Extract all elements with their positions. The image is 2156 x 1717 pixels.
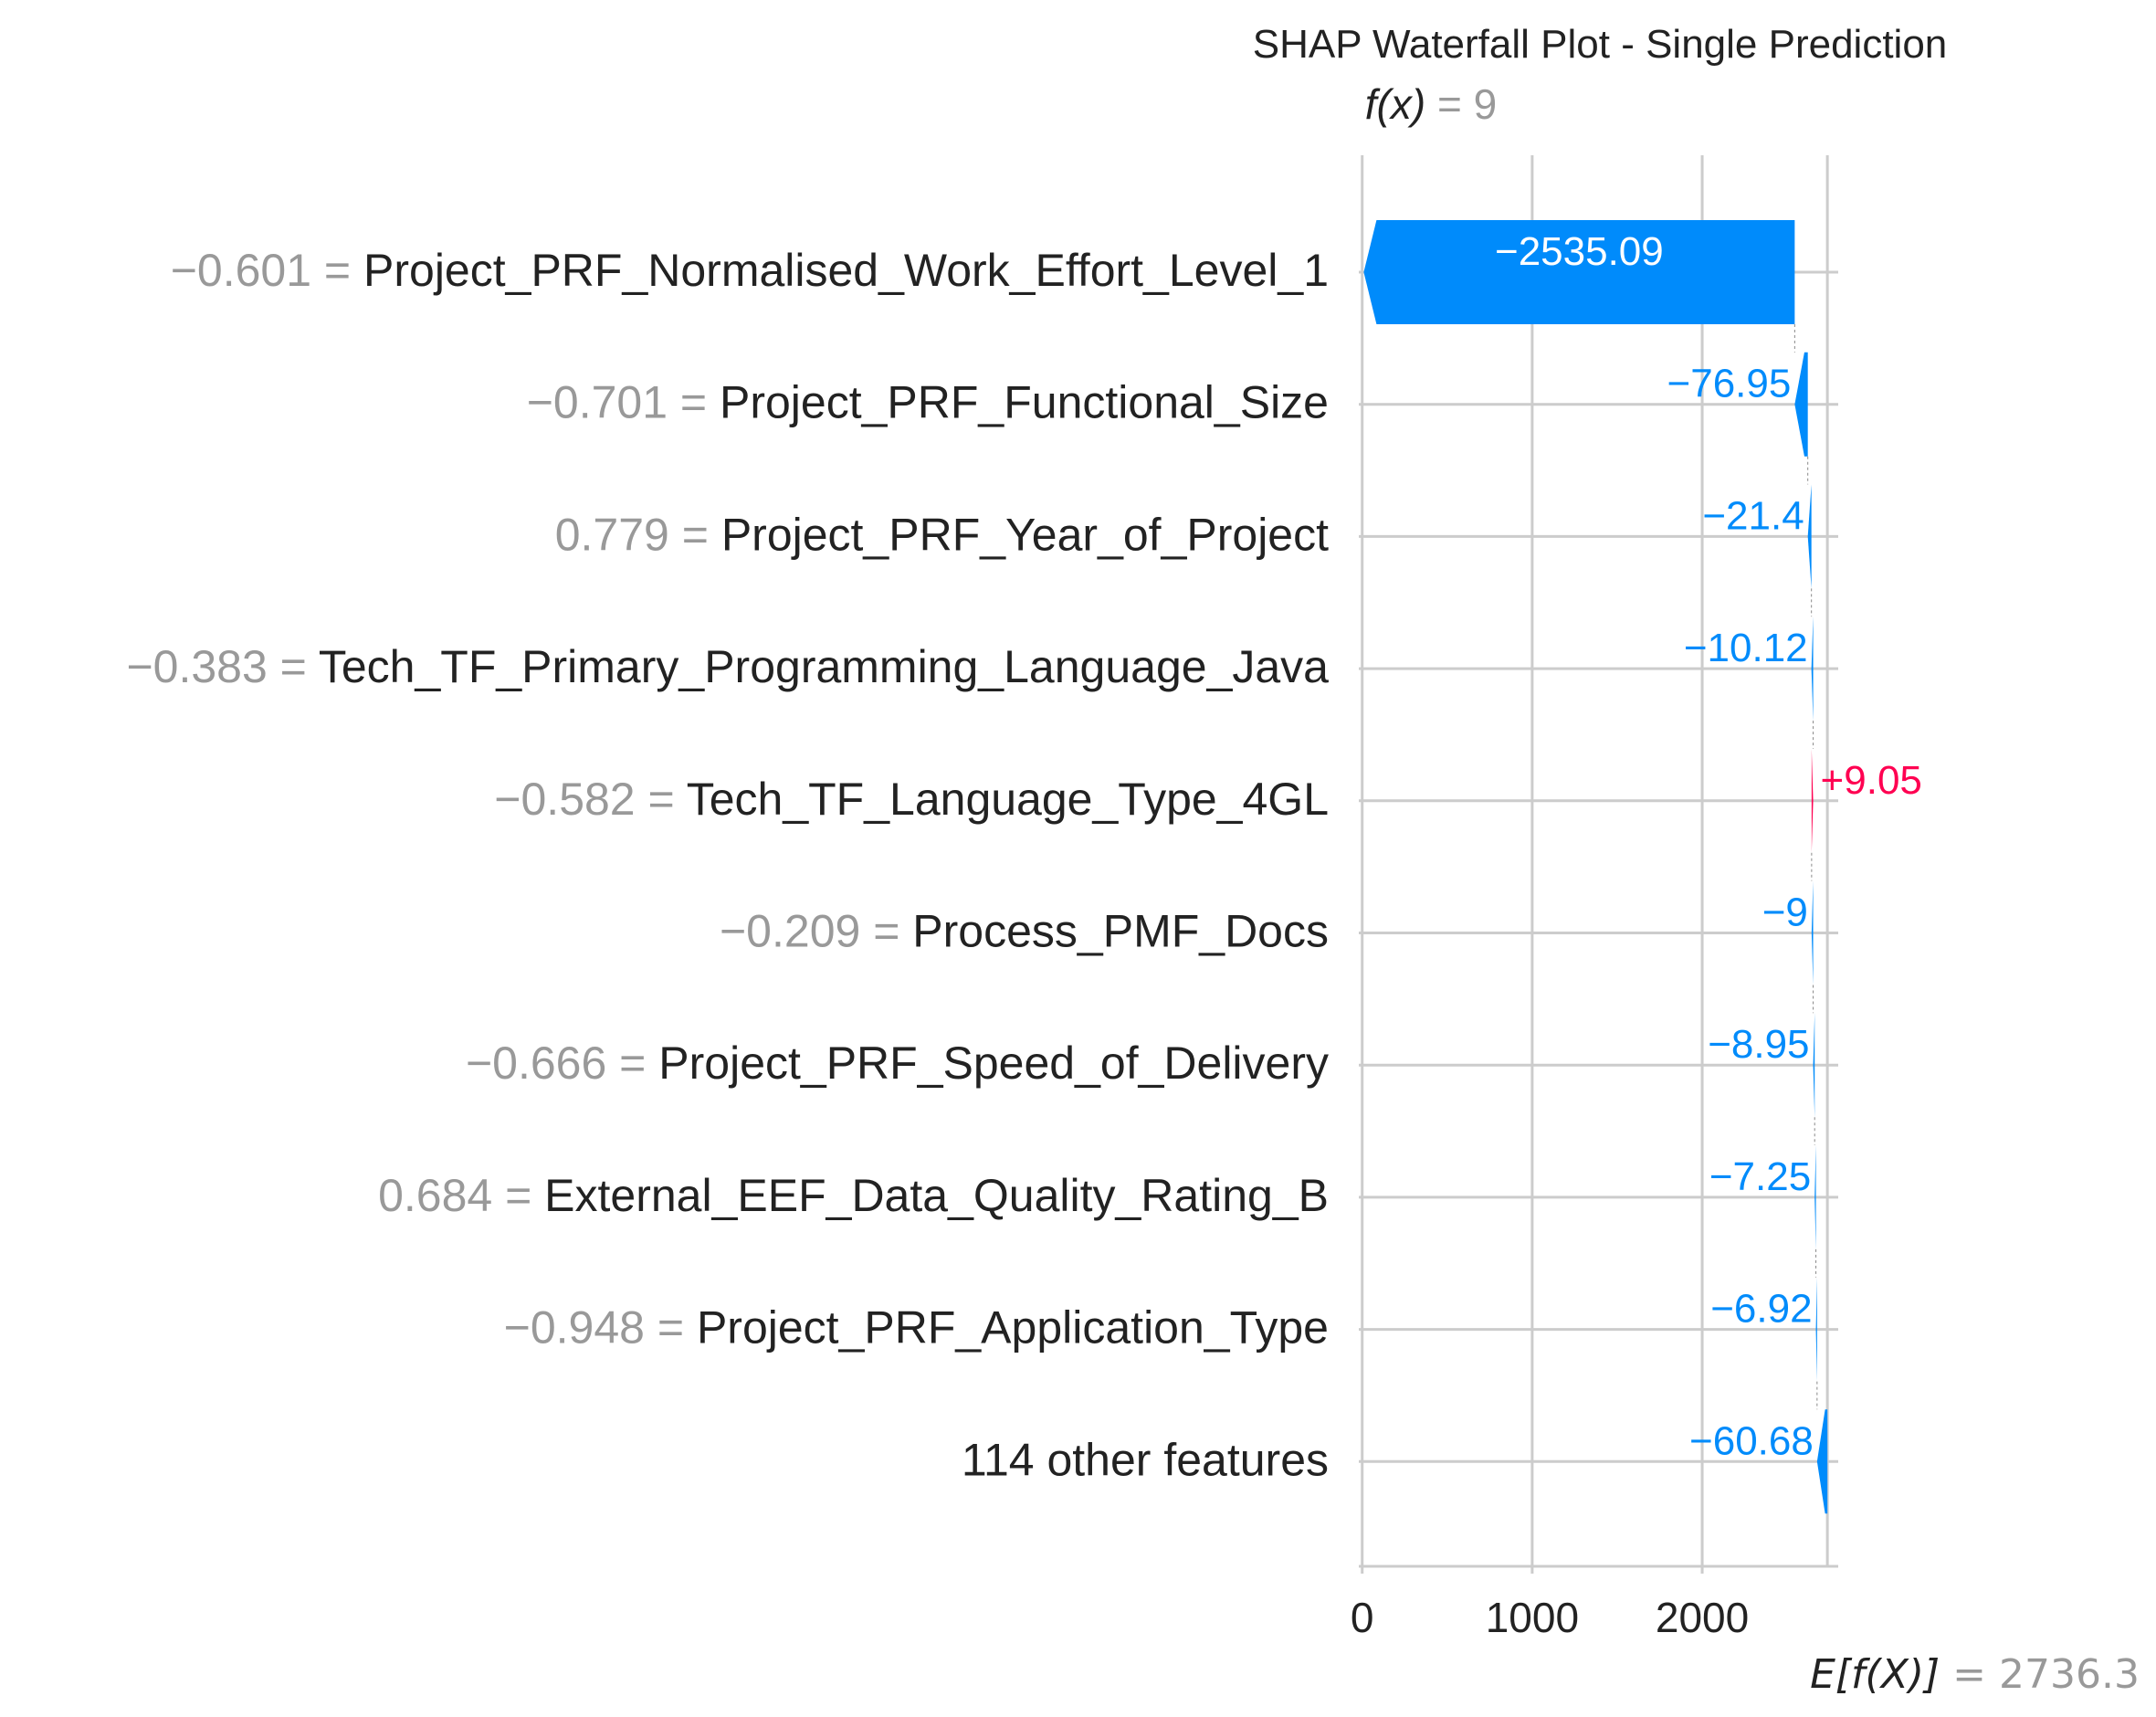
bar-value-label: +9.05 bbox=[1821, 758, 1922, 803]
waterfall-bar bbox=[1811, 616, 1814, 722]
feature-name: Project_PRF_Normalised_Work_Effort_Level… bbox=[363, 245, 1329, 296]
feature-label: −0.383 = Tech_TF_Primary_Programming_Lan… bbox=[126, 641, 1329, 692]
feature-label: −0.701 = Project_PRF_Functional_Size bbox=[527, 377, 1329, 428]
x-tick-label: 2000 bbox=[1656, 1594, 1749, 1641]
waterfall-bar bbox=[1807, 484, 1812, 589]
bar-value-label: −21.4 bbox=[1702, 493, 1804, 538]
fx-annotation: f(x) = 9 bbox=[1365, 80, 1497, 128]
bar-value-label: −9 bbox=[1762, 890, 1808, 935]
feature-value: −0.209 = bbox=[720, 906, 912, 957]
feature-name: 114 other features bbox=[962, 1434, 1329, 1485]
chart-title: SHAP Waterfall Plot - Single Prediction bbox=[1253, 22, 1948, 67]
feature-name: Project_PRF_Year_of_Project bbox=[721, 509, 1329, 560]
feature-label: 0.684 = External_EEF_Data_Quality_Rating… bbox=[378, 1170, 1329, 1221]
feature-label: −0.601 = Project_PRF_Normalised_Work_Eff… bbox=[171, 245, 1329, 296]
labels-layer: 0 1000 2000 −2535.09 −0.601 = Project_PRF_No… bbox=[126, 229, 1921, 1641]
bar-value-label: −6.92 bbox=[1710, 1287, 1812, 1332]
bar-value-label: −8.95 bbox=[1708, 1022, 1809, 1067]
waterfall-bar bbox=[1811, 748, 1814, 853]
feature-name: Tech_TF_Language_Type_4GL bbox=[687, 774, 1329, 825]
base-label: E[f(X)] bbox=[1810, 1651, 1940, 1698]
waterfall-bar bbox=[1794, 352, 1808, 457]
base-value: 2736.3 bbox=[1999, 1651, 2140, 1698]
feature-name: Project_PRF_Functional_Size bbox=[720, 377, 1329, 428]
waterfall-bar bbox=[1811, 880, 1814, 985]
feature-value: 0.684 = bbox=[378, 1170, 544, 1221]
feature-label: −0.948 = Project_PRF_Application_Type bbox=[504, 1302, 1329, 1354]
x-tick-label: 0 bbox=[1351, 1594, 1374, 1641]
feature-name: Project_PRF_Speed_of_Delivery bbox=[658, 1038, 1329, 1089]
waterfall-bar bbox=[1814, 1144, 1816, 1249]
bar-value-label: −76.95 bbox=[1667, 362, 1792, 406]
feature-label: −0.582 = Tech_TF_Language_Type_4GL bbox=[494, 774, 1329, 825]
base-annotation: E[f(X)] = 2736.3 bbox=[1810, 1651, 2140, 1698]
feature-label: −0.666 = Project_PRF_Speed_of_Delivery bbox=[466, 1038, 1329, 1089]
bar-value-label: −7.25 bbox=[1709, 1154, 1811, 1199]
feature-name: Process_PMF_Docs bbox=[912, 906, 1329, 957]
x-tick-label: 1000 bbox=[1486, 1594, 1579, 1641]
feature-name: External_EEF_Data_Quality_Rating_B bbox=[544, 1170, 1329, 1221]
fx-label: f(x) bbox=[1365, 80, 1425, 128]
grid-layer bbox=[1359, 155, 1838, 1574]
waterfall-bar bbox=[1813, 1013, 1815, 1118]
feature-value: −0.601 = bbox=[171, 245, 363, 296]
feature-value: −0.948 = bbox=[504, 1302, 697, 1354]
feature-label: 0.779 = Project_PRF_Year_of_Project bbox=[555, 509, 1329, 560]
waterfall-bar bbox=[1815, 1277, 1817, 1382]
waterfall-bar bbox=[1363, 220, 1795, 324]
waterfall-bar bbox=[1816, 1409, 1828, 1514]
bars-layer bbox=[1363, 220, 1828, 1514]
feature-value: 0.779 = bbox=[555, 509, 721, 560]
bar-value-label: −60.68 bbox=[1689, 1418, 1814, 1463]
feature-value: −0.582 = bbox=[494, 774, 686, 825]
feature-label: −0.209 = Process_PMF_Docs bbox=[720, 906, 1329, 957]
feature-value: −0.666 = bbox=[466, 1038, 658, 1089]
feature-value: −0.701 = bbox=[527, 377, 720, 428]
bar-value-label: −10.12 bbox=[1684, 626, 1808, 670]
feature-label: 114 other features bbox=[962, 1434, 1329, 1485]
feature-name: Project_PRF_Application_Type bbox=[697, 1302, 1329, 1354]
bar-value-label: −2535.09 bbox=[1495, 229, 1664, 274]
fx-value: 9 bbox=[1474, 80, 1498, 128]
feature-name: Tech_TF_Primary_Programming_Language_Jav… bbox=[319, 641, 1329, 692]
feature-value: −0.383 = bbox=[126, 641, 318, 692]
